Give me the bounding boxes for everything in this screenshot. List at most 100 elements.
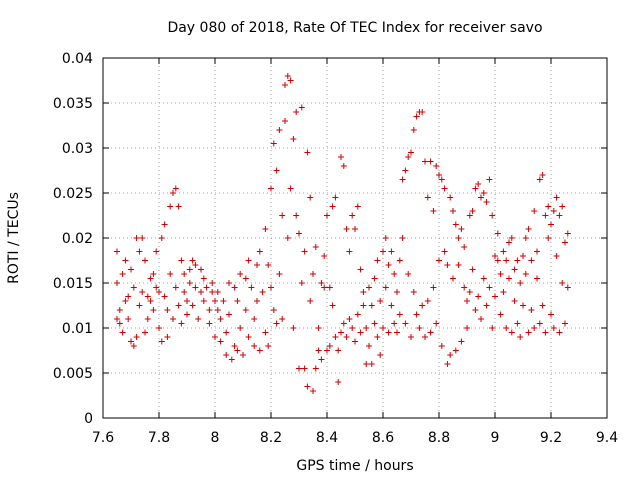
data-point (142, 329, 148, 336)
data-point (416, 325, 423, 331)
data-point (298, 280, 305, 286)
data-point (324, 212, 330, 219)
data-point (385, 329, 392, 336)
data-point (301, 365, 308, 372)
y-axis-label: ROTI / TECUs (6, 192, 22, 284)
data-point (209, 280, 216, 286)
data-point (270, 307, 277, 313)
data-point (329, 302, 336, 309)
data-point (408, 334, 414, 340)
data-point (203, 284, 210, 291)
data-point (371, 320, 378, 327)
data-point (374, 334, 381, 340)
data-point (332, 194, 339, 201)
data-point (489, 212, 496, 219)
data-point (144, 316, 151, 322)
data-point (144, 293, 151, 300)
data-point (293, 109, 300, 115)
data-point (436, 172, 442, 178)
data-point (200, 298, 207, 304)
data-point (139, 289, 146, 295)
data-point (234, 298, 241, 304)
data-point (352, 226, 358, 232)
data-point (405, 154, 412, 160)
data-point (170, 316, 176, 322)
data-point (380, 248, 386, 255)
data-point (559, 203, 566, 210)
data-point (528, 257, 535, 264)
data-point (248, 284, 255, 291)
data-point (279, 316, 286, 322)
data-point (262, 226, 269, 232)
data-point (172, 185, 179, 192)
data-point (458, 226, 465, 232)
data-point (315, 347, 322, 354)
data-point (469, 266, 476, 273)
data-point (424, 298, 431, 304)
data-point (164, 307, 171, 313)
data-point (340, 163, 347, 169)
data-point (192, 284, 199, 291)
data-point (494, 257, 501, 264)
data-point (214, 289, 221, 295)
data-point (335, 347, 342, 354)
data-point (153, 284, 160, 291)
tick-marks (102, 57, 608, 419)
data-point (268, 284, 274, 291)
y-tick-label: 0.015 (53, 276, 93, 292)
data-point (466, 212, 473, 219)
data-point (508, 329, 515, 336)
data-point (562, 239, 568, 246)
data-point (461, 244, 468, 250)
data-point (220, 298, 227, 304)
data-point (338, 329, 344, 336)
data-point (304, 383, 311, 390)
data-point (296, 230, 302, 237)
data-point (492, 293, 498, 300)
data-point (214, 307, 221, 313)
y-tick-label: 0.03 (62, 141, 93, 157)
data-point (388, 248, 395, 255)
data-point (338, 154, 344, 160)
data-point (147, 298, 154, 304)
data-point (114, 248, 120, 255)
data-point (175, 302, 182, 309)
data-point (237, 271, 244, 277)
data-point (405, 271, 412, 277)
data-point (534, 275, 540, 282)
data-point (391, 320, 398, 327)
data-point (256, 248, 263, 255)
data-point (349, 325, 356, 331)
x-tick-label: 7.6 (92, 430, 114, 446)
data-point (158, 338, 165, 345)
data-point (256, 347, 263, 354)
data-point (198, 266, 204, 273)
data-point (150, 307, 157, 313)
data-point (438, 343, 445, 349)
data-point (161, 221, 168, 228)
data-point (122, 298, 129, 304)
data-point (478, 316, 484, 322)
points-layer (114, 73, 571, 394)
x-tick-labels: 7.6 7.8 8 8.2 8.4 8.6 8.8 9 9.2 9.4 (92, 430, 618, 446)
data-point (363, 361, 370, 367)
data-point (318, 280, 325, 286)
data-point (503, 325, 510, 331)
data-point (427, 158, 434, 165)
data-point (508, 235, 515, 241)
data-point (534, 248, 540, 255)
data-point (304, 149, 311, 156)
x-tick-label: 8.6 (372, 430, 394, 446)
data-point (329, 203, 336, 210)
data-point (251, 316, 258, 322)
data-point (242, 275, 249, 282)
data-point (321, 284, 328, 291)
data-point (480, 190, 487, 196)
data-point (212, 334, 218, 340)
data-point (511, 298, 518, 304)
data-point (486, 284, 493, 291)
data-point (282, 118, 288, 124)
data-point (458, 338, 465, 345)
data-point (228, 356, 235, 363)
data-point (150, 271, 157, 277)
